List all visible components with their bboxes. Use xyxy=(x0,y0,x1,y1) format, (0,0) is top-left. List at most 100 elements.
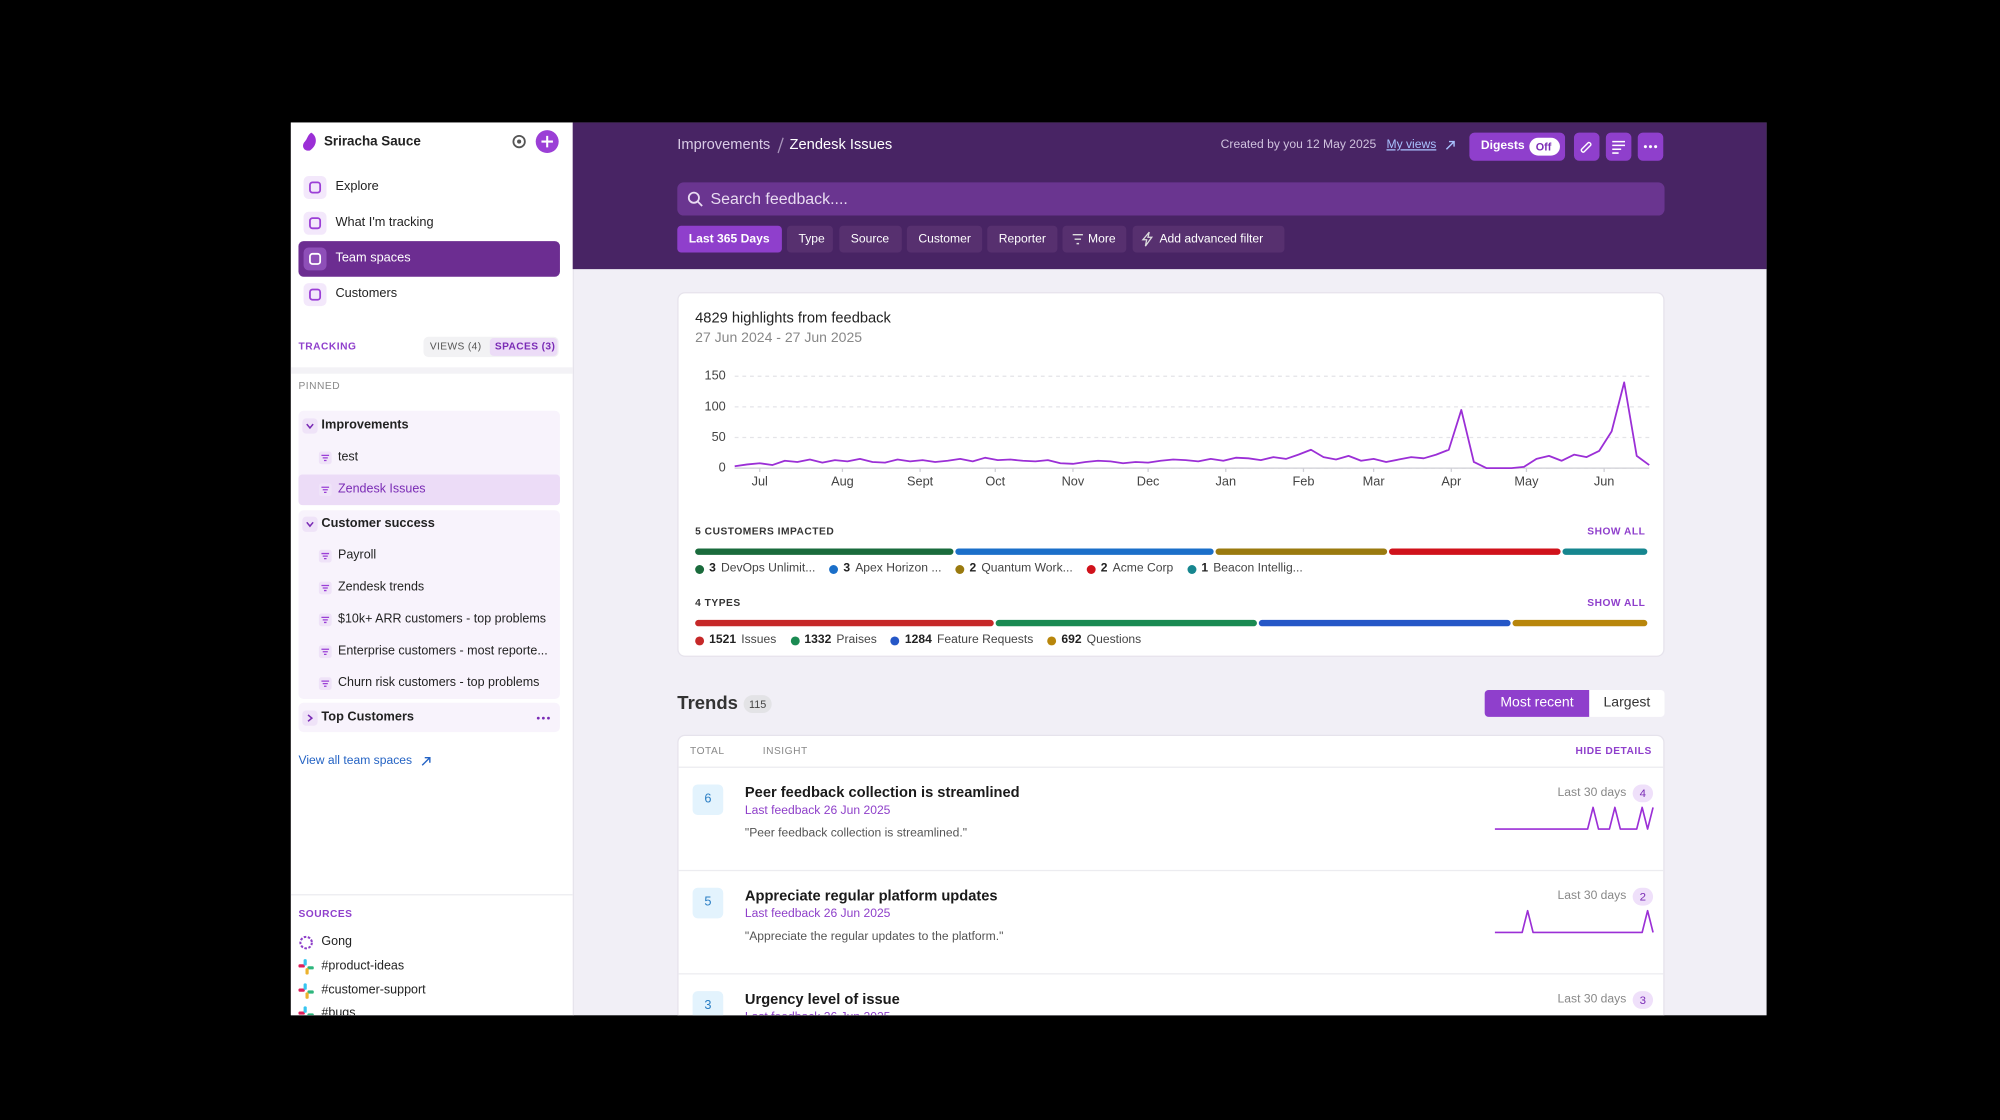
view-icon xyxy=(318,613,332,627)
my-views-link[interactable]: My views xyxy=(1386,137,1437,152)
chart-title: 4829 highlights from feedback xyxy=(695,311,891,327)
legend-item: 3 DevOps Unlimit... xyxy=(695,560,815,578)
group-name[interactable]: Customer success xyxy=(321,516,435,531)
sort-button[interactable]: Most recent xyxy=(1484,690,1590,717)
legend-count: 3 xyxy=(709,561,716,576)
trends-card: TOTAL INSIGHT HIDE DETAILS 6 Peer feedback c… xyxy=(677,734,1665,1016)
filter-label: Reporter xyxy=(998,231,1046,246)
icon-button[interactable] xyxy=(1605,132,1632,161)
group-name[interactable]: Improvements xyxy=(321,418,409,433)
view-item[interactable]: Zendesk Issues xyxy=(338,482,426,497)
last-feedback: Last feedback 26 Jun 2025 xyxy=(744,803,891,818)
chevron xyxy=(302,710,318,726)
sort-button[interactable]: Largest xyxy=(1589,690,1665,717)
legend-count: 1284 xyxy=(904,632,932,647)
trend-row[interactable]: 5 Appreciate regular platform updates Last… xyxy=(678,871,1664,975)
legend-name: Acme Corp xyxy=(1112,561,1174,576)
source-icon xyxy=(299,935,313,950)
filter-chip[interactable] xyxy=(677,225,782,253)
view-item[interactable]: Zendesk trends xyxy=(338,580,425,595)
count-badge: 2 xyxy=(1632,887,1654,906)
nav-item[interactable]: What I'm tracking xyxy=(335,215,434,230)
icon-button[interactable] xyxy=(1573,132,1600,161)
source-item[interactable]: Gong xyxy=(321,934,353,949)
filter-chip[interactable] xyxy=(839,225,902,253)
stacked-bar xyxy=(695,619,1648,627)
filter-chip[interactable] xyxy=(1062,225,1127,253)
source-item[interactable]: #bugs xyxy=(321,1006,356,1016)
breadcrumb-parent[interactable]: Improvements xyxy=(677,137,771,154)
count-badge: 4 xyxy=(1632,784,1654,803)
nav-glyph xyxy=(309,217,322,230)
nav-item[interactable]: Explore xyxy=(335,179,379,194)
spaces-tab[interactable]: SPACES (3) xyxy=(494,340,556,353)
legend-name: Apex Horizon ... xyxy=(855,561,942,576)
legend-item: 2 Acme Corp xyxy=(1086,560,1174,578)
bar-segment xyxy=(1215,548,1388,555)
nav-item[interactable]: Customers xyxy=(335,286,398,302)
x-tick-label: Sept xyxy=(907,474,934,489)
section-label: 5 CUSTOMERS IMPACTED xyxy=(695,525,835,537)
filter-chip[interactable] xyxy=(1132,225,1285,253)
views-tab[interactable]: VIEWS (4) xyxy=(429,340,482,353)
view-item[interactable]: Churn risk customers - top problems xyxy=(338,676,540,691)
legend-count: 3 xyxy=(843,561,851,576)
view-item[interactable]: Enterprise customers - most reporte... xyxy=(338,644,548,659)
view-icon xyxy=(318,451,332,465)
stacked-bar xyxy=(695,548,1648,555)
view-icon xyxy=(318,581,332,595)
bar-segment xyxy=(1562,548,1648,555)
sparkline xyxy=(1494,806,1654,830)
search-bar[interactable] xyxy=(677,182,1665,216)
legend-item: 692 Questions xyxy=(1047,631,1141,649)
hide-details-link[interactable]: HIDE DETAILS xyxy=(1575,744,1652,757)
view-item[interactable]: Payroll xyxy=(338,548,377,563)
filter-chip[interactable] xyxy=(786,225,833,253)
divider xyxy=(290,894,573,896)
button-glyph xyxy=(1643,145,1658,149)
legend-item: 1332 Praises xyxy=(790,631,877,649)
bar-segment xyxy=(1258,619,1511,627)
view-icon xyxy=(318,549,332,563)
legend-count: 692 xyxy=(1061,632,1082,647)
x-tick-label: Apr xyxy=(1441,474,1462,489)
legend-count: 1 xyxy=(1201,561,1209,576)
sidebar: Sriracha Sauce Explore What I'm tracking Te… xyxy=(290,122,574,1016)
search-placeholder: Search feedback.... xyxy=(710,190,848,208)
legend-dot xyxy=(890,635,900,645)
x-tick-label: Nov xyxy=(1062,474,1085,489)
filter-chip[interactable] xyxy=(906,225,983,253)
group-name[interactable]: Top Customers xyxy=(321,710,415,725)
y-tick-label: 150 xyxy=(704,368,725,383)
source-item[interactable]: #customer-support xyxy=(321,983,426,998)
total-badge: 5 xyxy=(692,887,724,919)
more-dots xyxy=(536,716,550,720)
legend-dot xyxy=(695,564,705,574)
trends-title: Trends xyxy=(677,693,738,715)
nav-icon xyxy=(303,211,327,235)
section-label: 4 TYPES xyxy=(695,596,741,609)
view-item[interactable]: test xyxy=(338,450,359,465)
x-tick-label: Jul xyxy=(752,474,768,489)
highlights-card: 4829 highlights from feedback 27 Jun 2024… xyxy=(677,292,1665,657)
chart-subtitle: 27 Jun 2024 - 27 Jun 2025 xyxy=(695,330,863,346)
trend-row[interactable]: 6 Peer feedback collection is streamlined… xyxy=(678,768,1664,872)
view-item[interactable]: $10k+ ARR customers - top problems xyxy=(338,612,547,627)
nav-icon xyxy=(303,176,327,199)
bar-segment xyxy=(995,619,1257,627)
add-button[interactable] xyxy=(535,130,559,154)
nav-item[interactable]: Team spaces xyxy=(335,251,411,266)
filter-icon xyxy=(1072,233,1083,245)
filter-label: Add advanced filter xyxy=(1159,231,1264,246)
bar-segment xyxy=(695,619,994,627)
show-all-link[interactable]: SHOW ALL xyxy=(1587,596,1646,609)
view-all-link[interactable]: View all team spaces xyxy=(298,753,413,768)
source-item[interactable]: #product-ideas xyxy=(321,959,405,974)
show-all-link[interactable]: SHOW ALL xyxy=(1587,525,1646,537)
filter-chip[interactable] xyxy=(987,225,1058,253)
legend-name: Beacon Intellig... xyxy=(1213,561,1303,576)
toggle[interactable] xyxy=(1529,137,1560,156)
legend-count: 2 xyxy=(1100,561,1108,576)
x-tick-label: Feb xyxy=(1292,474,1314,489)
